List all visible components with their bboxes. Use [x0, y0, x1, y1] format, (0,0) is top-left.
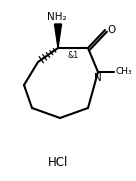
Text: O: O — [107, 25, 115, 35]
Text: &1: &1 — [67, 50, 78, 60]
Text: CH₃: CH₃ — [115, 68, 132, 77]
Text: HCl: HCl — [48, 157, 68, 169]
Text: N: N — [94, 73, 101, 83]
Text: NH₂: NH₂ — [47, 12, 67, 22]
Polygon shape — [55, 24, 61, 48]
